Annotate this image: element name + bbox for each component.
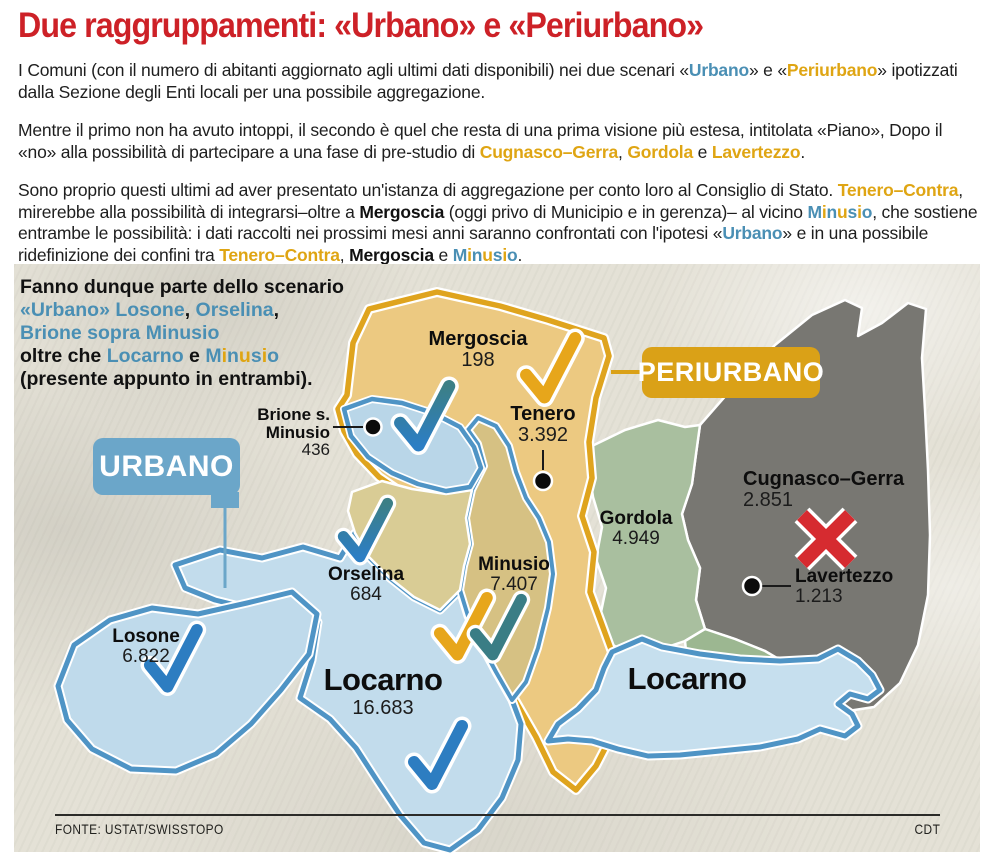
footer-divider — [55, 814, 940, 816]
label-mergoscia: Mergoscia 198 — [428, 328, 528, 371]
urbano-badge-label: URBANO — [99, 449, 234, 483]
periurbano-badge: PERIURBANO — [638, 347, 824, 398]
page-title: Due raggruppamenti: «Urbano» e «Periurba… — [18, 6, 704, 45]
detail-paragraph: Sono proprio questi ultimi ad aver prese… — [18, 180, 978, 265]
label-cugnasco-gerra: Cugnasco–Gerra 2.851 — [743, 468, 905, 511]
label-tenero: Tenero 3.392 — [510, 403, 576, 446]
label-losone: Losone 6.822 — [112, 626, 180, 667]
source-credit: FONTE: USTAT/SWISSTOPO — [55, 821, 224, 837]
scenario-paragraph: Mentre il primo non ha avuto intoppi, il… — [18, 120, 943, 162]
label-brione: Brione s. Minusio 436 — [257, 405, 330, 460]
publisher-credit: CDT — [914, 821, 940, 837]
label-locarno-west: Locarno 16.683 — [323, 662, 443, 720]
label-lavertezzo: Lavertezzo 1.213 — [795, 566, 894, 607]
periurbano-badge-label: PERIURBANO — [637, 357, 825, 387]
urbano-badge: URBANO — [93, 438, 240, 495]
label-gordola: Gordola 4.949 — [599, 508, 673, 549]
label-orselina: Orselina 684 — [327, 564, 405, 605]
label-minusio: Minusio 7.407 — [478, 554, 550, 595]
label-locarno-east: Locarno — [627, 661, 747, 696]
intro-paragraph: I Comuni (con il numero di abitanti aggi… — [18, 60, 958, 102]
map-note: Fanno dunque parte dello scenario «Urban… — [20, 276, 344, 390]
